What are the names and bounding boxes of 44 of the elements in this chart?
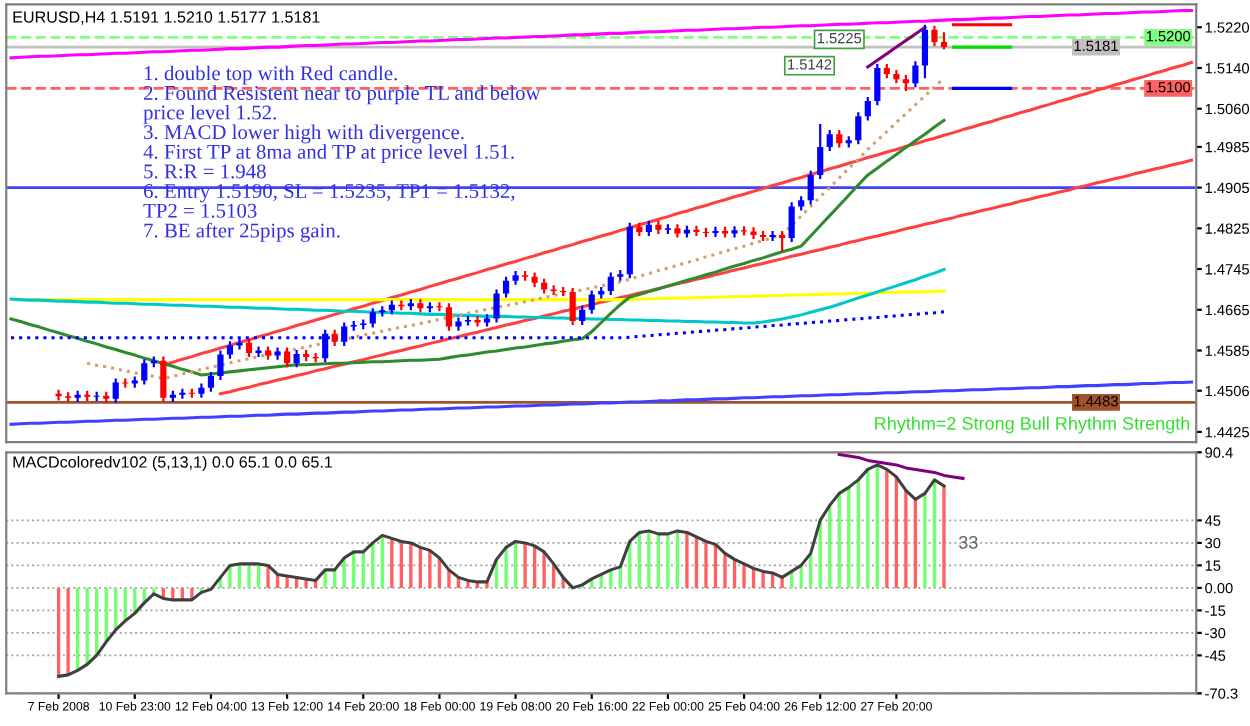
line-series <box>866 25 927 69</box>
candlestick <box>274 346 281 361</box>
candlestick <box>436 301 443 313</box>
candlestick <box>588 289 595 315</box>
candlestick <box>445 302 453 332</box>
chart-title: EURUSD,H4 1.5191 1.5210 1.5177 1.5181 <box>13 11 320 25</box>
candlestick <box>750 226 757 241</box>
candlestick <box>769 229 776 243</box>
candlestick <box>826 128 833 153</box>
candlestick <box>874 62 881 107</box>
candlestick <box>931 24 938 48</box>
candlestick <box>912 60 919 89</box>
candlestick <box>779 229 786 253</box>
candlestick <box>864 95 871 122</box>
candlestick <box>817 122 824 181</box>
annotation: 33 <box>958 535 978 549</box>
candlestick <box>284 346 291 369</box>
candlestick <box>217 349 224 382</box>
candlestick <box>788 201 795 244</box>
candlestick <box>141 358 148 386</box>
candlestick <box>493 288 500 324</box>
candlestick <box>112 377 119 405</box>
candlestick <box>712 225 719 239</box>
candlestick <box>569 286 576 327</box>
candlestick <box>693 224 700 238</box>
candlestick <box>160 355 167 404</box>
chart-title: MACDcoloredv102 (5,13,1) 0.0 65.1 0.0 65.1 <box>13 455 333 471</box>
annotation: Rhythm=2 Strong Bull Rhythm Strength <box>875 416 1190 434</box>
candlestick <box>369 307 376 329</box>
line-series <box>837 452 965 480</box>
candlestick <box>474 314 481 328</box>
line-series <box>9 8 1194 60</box>
candlestick <box>921 23 929 80</box>
line-series <box>9 268 946 325</box>
candlestick <box>731 225 738 239</box>
candlestick <box>607 271 614 297</box>
candlestick <box>855 111 862 146</box>
candlestick <box>807 169 814 206</box>
candlestick <box>626 221 633 280</box>
candlestick <box>341 321 348 348</box>
candlestick <box>245 337 253 359</box>
candlestick <box>207 370 215 393</box>
candlestick <box>579 304 586 327</box>
candlestick <box>502 275 510 299</box>
